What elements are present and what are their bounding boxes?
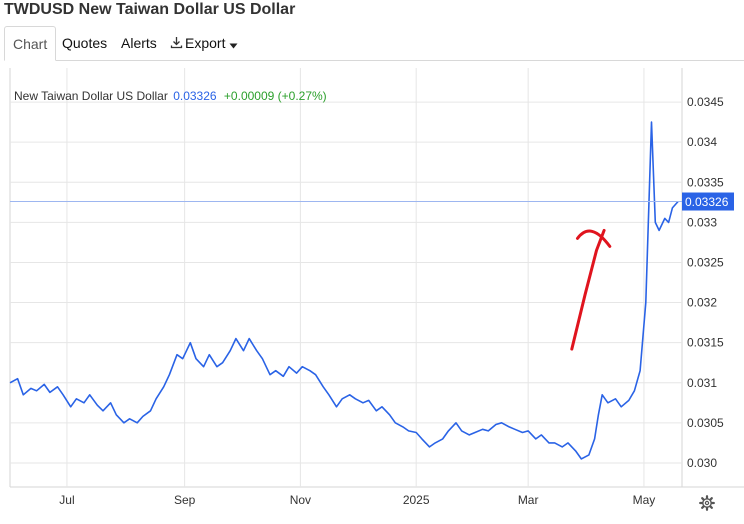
- tab-alerts-label: Alerts: [121, 35, 157, 51]
- tab-bar: Chart Quotes Alerts Export: [4, 26, 744, 61]
- y-tick-label: 0.0345: [687, 95, 724, 109]
- y-tick-label: 0.034: [687, 135, 717, 149]
- annotation-arrow-head: [576, 229, 612, 248]
- tab-chart-label: Chart: [13, 36, 48, 52]
- tab-chart[interactable]: Chart: [4, 26, 57, 61]
- last-value-layer: 0.03326: [10, 192, 734, 211]
- y-tick-label: 0.030: [687, 456, 717, 470]
- legend-price: 0.03326: [173, 89, 217, 103]
- y-tick-label: 0.032: [687, 296, 717, 310]
- caret-down-icon: [229, 27, 238, 61]
- download-icon: [170, 27, 183, 61]
- x-tick-label: May: [633, 493, 656, 507]
- annotation-arrow-stem: [570, 228, 606, 351]
- series-layer: [9, 121, 679, 460]
- chart-grid: [9, 68, 744, 488]
- gear-icon[interactable]: [699, 495, 715, 511]
- x-tick-label: Jul: [59, 493, 74, 507]
- y-tick-label: 0.033: [687, 215, 717, 229]
- x-tick-label: Nov: [290, 493, 311, 507]
- y-tick-label: 0.0335: [687, 175, 724, 189]
- tab-quotes[interactable]: Quotes: [54, 26, 115, 60]
- page-title: TWDUSD New Taiwan Dollar US Dollar: [4, 1, 296, 18]
- last-value-badge: [682, 192, 734, 211]
- chart-area[interactable]: Jul Sep Nov 2025 Mar May 0.030 0.0305 0.031 0.03…: [0, 62, 744, 519]
- series-line: [9, 121, 679, 460]
- annotation-layer: [570, 228, 612, 351]
- legend-name: New Taiwan Dollar US Dollar: [14, 89, 168, 103]
- y-tick-label: 0.0315: [687, 336, 724, 350]
- x-tick-label: Mar: [518, 493, 539, 507]
- price-chart[interactable]: Jul Sep Nov 2025 Mar May 0.0300.03050.0310.03…: [0, 62, 744, 519]
- x-axis: Jul Sep Nov 2025 Mar May: [59, 493, 655, 507]
- x-tick-label: 2025: [403, 493, 430, 507]
- y-tick-label: 0.0325: [687, 255, 724, 269]
- y-tick-label: 0.0305: [687, 416, 724, 430]
- last-value-label: 0.03326: [685, 195, 729, 209]
- tab-export[interactable]: Export: [162, 26, 248, 60]
- tab-alerts[interactable]: Alerts: [113, 26, 165, 60]
- x-tick-label: Sep: [174, 493, 196, 507]
- y-tick-label: 0.031: [687, 376, 717, 390]
- tab-export-label: Export: [185, 35, 226, 51]
- legend-change: +0.00009 (+0.27%): [223, 89, 327, 103]
- y-axis: 0.030 0.0305 0.031 0.0315 0.032 0.0325 0.033 0.…: [687, 95, 724, 470]
- chart-legend: New Taiwan Dollar US Dollar 0.03326 +0.0…: [14, 89, 327, 103]
- tab-quotes-label: Quotes: [62, 35, 108, 51]
